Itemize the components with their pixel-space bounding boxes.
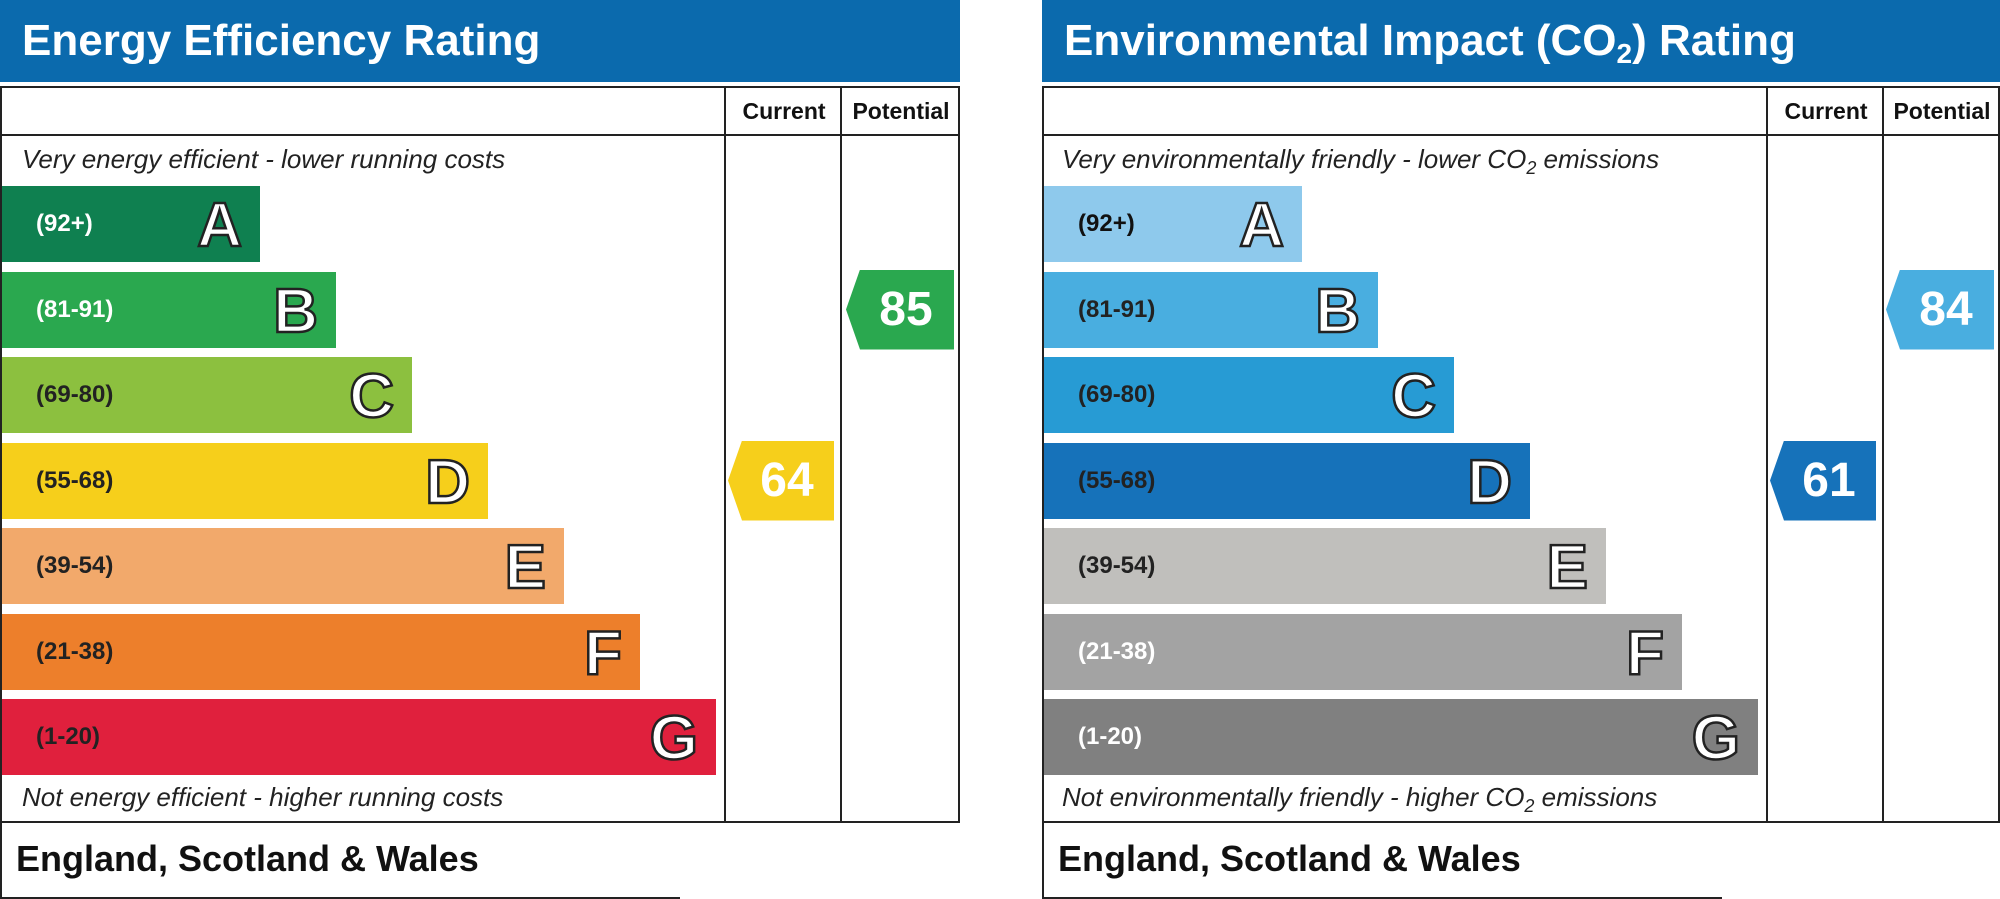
energy-efficiency-panel: Energy Efficiency Rating Current Potenti… — [0, 0, 960, 899]
title-text: Environmental Impact (CO — [1064, 16, 1617, 65]
potential-rating-arrow: 84 — [1886, 269, 1994, 350]
band-range-label: (81-91) — [1078, 295, 1156, 323]
potential-rating-arrow: 85 — [846, 269, 954, 350]
band-range-label: (21-38) — [36, 637, 114, 665]
rating-band-c: (69-80) C — [1044, 357, 1454, 433]
band-letter: A — [196, 190, 243, 262]
rating-band-a: (92+) A — [2, 186, 260, 262]
rating-band-d: (55-68) D — [1044, 442, 1530, 519]
current-column-header: Current — [1768, 88, 1884, 136]
band-letter: E — [503, 532, 547, 604]
band-range-label: (55-68) — [1078, 466, 1156, 494]
header-row-divider — [2, 134, 724, 136]
potential-column-header: Potential — [1884, 88, 2000, 136]
band-range-label: (39-54) — [36, 552, 114, 579]
band-letter: B — [272, 275, 319, 347]
rating-band-g: (1-20) G — [2, 699, 716, 775]
rating-band-d: (55-68) D — [2, 442, 488, 519]
rating-band-f: (21-38) F — [1044, 613, 1682, 690]
rating-band-g: (1-20) G — [1044, 699, 1758, 775]
band-letter: G — [649, 703, 700, 775]
potential-column: Potential — [1882, 88, 2000, 821]
rating-band-c: (69-80) C — [2, 357, 412, 433]
potential-column: Potential — [840, 88, 960, 821]
rating-band-f: (21-38) F — [2, 613, 640, 690]
band-letter: C — [348, 361, 395, 433]
region-footer: England, Scotland & Wales — [1042, 823, 1722, 899]
potential-column-header: Potential — [842, 88, 960, 136]
band-range-label: (92+) — [1078, 210, 1135, 237]
band-letter: F — [1625, 617, 1665, 689]
current-column: Current — [1766, 88, 1884, 821]
energy-efficiency-chart: Current Potential Very energy efficient … — [0, 86, 960, 823]
band-letter: C — [1390, 361, 1437, 433]
bottom-caption: Not energy efficient - higher running co… — [22, 782, 504, 812]
environmental-impact-panel: Environmental Impact (CO2) Rating Curren… — [1042, 0, 2000, 899]
rating-band-e: (39-54) E — [2, 528, 564, 604]
current-column: Current — [724, 88, 842, 821]
band-letter: A — [1238, 190, 1285, 262]
band-letter: E — [1545, 532, 1589, 604]
band-letter: D — [1466, 446, 1513, 518]
top-caption-subscript: 2 — [1526, 158, 1537, 179]
band-range-label: (21-38) — [1078, 637, 1156, 665]
top-caption: Very environmentally friendly - lower CO… — [1062, 144, 1659, 179]
environmental-impact-chart: Current Potential Very environmentally f… — [1042, 86, 2000, 823]
band-range-label: (69-80) — [36, 381, 114, 408]
title-subscript: 2 — [1616, 38, 1633, 69]
band-range-label: (39-54) — [1078, 552, 1156, 579]
current-rating-arrow: 61 — [1770, 440, 1876, 521]
band-range-label: (92+) — [36, 210, 93, 237]
band-letter: D — [424, 446, 471, 518]
band-letter: G — [1691, 703, 1742, 775]
region-footer: England, Scotland & Wales — [0, 823, 680, 899]
band-range-label: (55-68) — [36, 466, 114, 494]
band-letter: F — [583, 617, 623, 689]
band-range-label: (1-20) — [36, 723, 101, 750]
header-row-divider — [1044, 134, 1766, 136]
bottom-caption-subscript: 2 — [1524, 796, 1535, 817]
rating-band-b: (81-91) B — [1044, 271, 1378, 348]
top-caption: Very energy efficient - lower running co… — [22, 144, 506, 174]
band-range-label: (81-91) — [36, 295, 114, 323]
environmental-impact-title: Environmental Impact (CO2) Rating — [1042, 0, 2000, 82]
band-range-label: (69-80) — [1078, 381, 1156, 408]
rating-band-b: (81-91) B — [2, 271, 336, 348]
bottom-caption-end: emissions — [1534, 782, 1658, 812]
bottom-caption: Not environmentally friendly - higher CO… — [1062, 782, 1657, 817]
top-caption-text: Very environmentally friendly - lower CO — [1062, 144, 1527, 174]
energy-efficiency-title: Energy Efficiency Rating — [0, 0, 960, 82]
rating-band-e: (39-54) E — [1044, 528, 1606, 604]
band-range-label: (1-20) — [1078, 723, 1143, 750]
rating-band-a: (92+) A — [1044, 186, 1302, 262]
band-letter: B — [1314, 275, 1361, 347]
top-caption-end: emissions — [1536, 144, 1660, 174]
title-end: ) Rating — [1632, 16, 1796, 65]
current-rating-arrow: 64 — [728, 440, 834, 521]
current-column-header: Current — [726, 88, 842, 136]
bottom-caption-text: Not environmentally friendly - higher CO — [1062, 782, 1525, 812]
